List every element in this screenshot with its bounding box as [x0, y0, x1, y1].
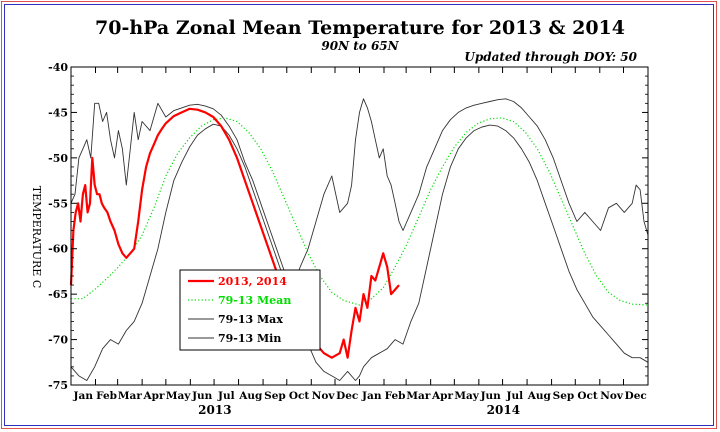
x-month-label: Sep [264, 390, 286, 402]
x-month-label: Jun [191, 390, 213, 402]
x-month-label: Jun [480, 390, 502, 402]
x-month-label: Dec [336, 390, 358, 402]
x-month-label: Apr [142, 390, 164, 402]
x-month-label: Feb [96, 390, 117, 402]
x-month-label: May [454, 390, 479, 402]
y-tick-label: -40 [48, 61, 68, 74]
series-line-2013-2014 [69, 107, 400, 359]
chart-subtitle: 90N to 65N [321, 39, 399, 53]
inner-frame [4, 4, 714, 426]
x-month-label: Dec [625, 390, 647, 402]
x-month-label: Nov [600, 390, 624, 402]
legend-label: 79-13 Max [218, 313, 283, 326]
x-month-label: Feb [385, 390, 406, 402]
y-tick-label: -45 [48, 106, 68, 119]
x-month-label: Sep [553, 390, 575, 402]
series-line-79-13-mean [71, 117, 649, 306]
x-month-label: Jul [217, 390, 235, 402]
chart-title: 70-hPa Zonal Mean Temperature for 2013 &… [95, 17, 625, 39]
series-line-79-13-max [70, 98, 649, 291]
x-month-label: Aug [527, 390, 552, 402]
x-month-label: Oct [289, 390, 310, 402]
y-tick-label: -65 [48, 288, 68, 301]
x-month-label: Apr [431, 390, 453, 402]
y-tick-label: -55 [48, 197, 68, 210]
x-month-label: Nov [312, 390, 336, 402]
x-month-label: Oct [577, 390, 598, 402]
x-month-label: May [166, 390, 191, 402]
legend-label: 79-13 Min [218, 332, 281, 345]
x-month-label: Aug [238, 390, 263, 402]
update-note: Updated through DOY: 50 [464, 50, 637, 64]
x-month-label: Jan [73, 390, 94, 402]
x-year-label: 2014 [487, 403, 520, 417]
x-month-label: Mar [118, 390, 142, 402]
y-tick-label: -70 [48, 334, 68, 347]
y-tick-label: -60 [48, 243, 68, 256]
legend-label: 2013, 2014 [218, 275, 287, 288]
x-month-label: Jul [506, 390, 524, 402]
x-month-label: Mar [406, 390, 430, 402]
legend-label: 79-13 Mean [218, 294, 291, 307]
series-line-79-13-min [70, 123, 649, 381]
plot-lines [69, 98, 649, 381]
x-year-label: 2013 [198, 403, 231, 417]
legend: 2013, 2014 79-13 Mean 79-13 Max 79-13 Min [179, 269, 321, 351]
y-tick-label: -50 [48, 152, 68, 165]
y-axis-label: TEMPERATURE C [30, 186, 43, 289]
x-month-label: Jan [361, 390, 382, 402]
y-tick-label: -75 [48, 379, 68, 392]
legend-box [179, 269, 321, 351]
